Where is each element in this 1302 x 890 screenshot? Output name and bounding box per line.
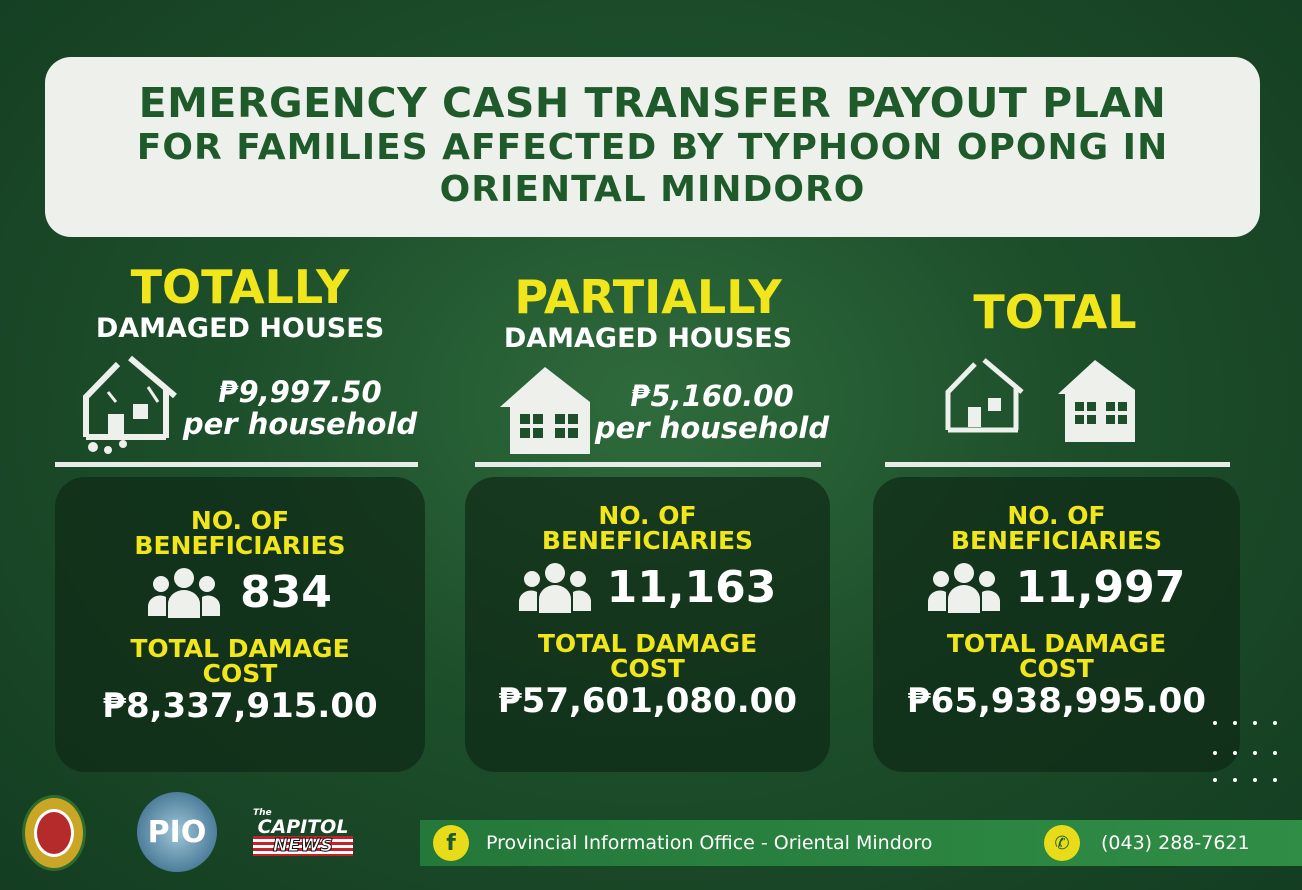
heading: PARTIALLY — [514, 270, 782, 324]
total-stats: NO. OF BENEFICIARIES 11,997 TOTAL DAMAGE… — [873, 503, 1240, 721]
facebook-icon: f — [433, 825, 469, 861]
totally-damaged-header: TOTALLY DAMAGED HOUSES — [40, 262, 440, 346]
damaged-house-icon — [500, 367, 590, 454]
total-damage-cost: ₱57,601,080.00 — [498, 681, 797, 721]
phone-number[interactable]: (043) 288-7621 — [1101, 832, 1250, 854]
total-damage-cost: ₱8,337,915.00 — [102, 686, 378, 726]
title-box: EMERGENCY CASH TRANSFER PAYOUT PLAN FOR … — [45, 57, 1260, 237]
partially-damaged-panel — [465, 477, 830, 772]
houses-icon — [945, 358, 1135, 442]
provincial-seal-logo — [22, 795, 86, 871]
page-title: EMERGENCY CASH TRANSFER PAYOUT PLAN — [138, 79, 1167, 127]
facebook-page-link[interactable]: Provincial Information Office - Oriental… — [486, 832, 933, 854]
divider — [55, 462, 418, 467]
subheading: DAMAGED HOUSES — [95, 313, 385, 344]
beneficiaries-label: NO. OF BENEFICIARIES — [950, 501, 1163, 555]
cost-label: TOTAL DAMAGE — [537, 629, 758, 658]
partially-stats: NO. OF BENEFICIARIES 11,163 TOTAL DAMAGE… — [465, 503, 830, 721]
decorative-dots — [1213, 721, 1277, 782]
total-panel — [873, 477, 1240, 772]
totally-damaged-panel — [55, 477, 425, 772]
cost-label: TOTAL DAMAGE — [130, 634, 350, 663]
divider — [885, 462, 1230, 467]
beneficiaries-label: NO. OF BENEFICIARIES — [541, 501, 754, 555]
heading: TOTAL — [973, 285, 1137, 339]
cost-label: COST — [610, 654, 685, 683]
beneficiaries-label: NO. OF BENEFICIARIES — [134, 506, 346, 560]
people-icon — [518, 563, 591, 613]
total-damage-cost: ₱65,938,995.00 — [907, 681, 1206, 721]
page-subtitle-line1: FOR FAMILIES AFFECTED BY TYPHOON OPONG I… — [136, 127, 1169, 168]
cost-label: COST — [1019, 654, 1094, 683]
totally-stats: NO. OF BENEFICIARIES 834 TOTAL DAMAGE CO… — [55, 508, 425, 726]
per-household-amount: ₱5,160.00 per household — [594, 379, 830, 445]
subheading: DAMAGED HOUSES — [503, 323, 793, 354]
people-icon — [148, 568, 221, 618]
cost-label: COST — [202, 659, 278, 688]
phone-icon: ✆ — [1044, 825, 1080, 861]
pio-logo: PIO — [137, 792, 217, 872]
heading: TOTALLY — [130, 260, 350, 314]
divider — [475, 462, 821, 467]
beneficiaries-count: 11,163 — [606, 561, 777, 613]
cost-label: TOTAL DAMAGE — [946, 629, 1167, 658]
footer-contact-bar — [420, 820, 1302, 866]
people-icon — [927, 563, 1000, 613]
partially-damaged-header: PARTIALLY DAMAGED HOUSES — [448, 272, 848, 356]
capitol-news-logo: The CAPITOL NEWS — [253, 808, 353, 864]
total-header: TOTAL — [855, 287, 1255, 337]
per-household-amount: ₱9,997.50 per household — [182, 375, 418, 441]
beneficiaries-count: 11,997 — [1015, 561, 1186, 613]
destroyed-house-icon — [83, 355, 177, 454]
page-subtitle-line2: ORIENTAL MINDORO — [439, 169, 866, 210]
beneficiaries-count: 834 — [240, 566, 332, 618]
